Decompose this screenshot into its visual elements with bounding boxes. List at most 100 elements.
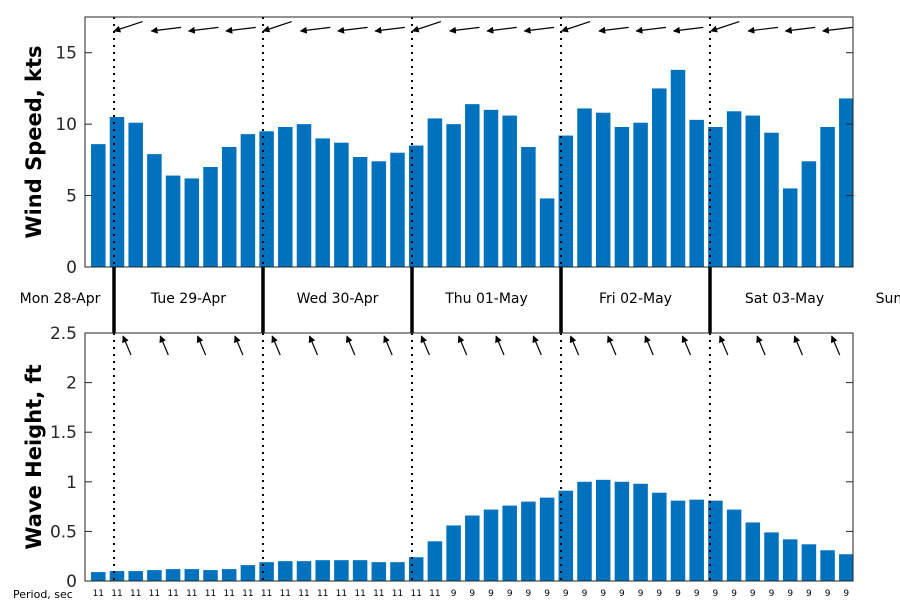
period-value-23: 9 (526, 589, 532, 599)
wave-arrow-15 (681, 335, 692, 356)
wave-bar-20 (465, 515, 480, 581)
wave-bar-19 (446, 525, 461, 581)
wave-bar-28 (614, 481, 630, 581)
wind-arrow-5 (299, 26, 331, 34)
wave-bar-9 (259, 562, 274, 581)
wind-bar-31 (670, 69, 686, 267)
wave-bar-5 (184, 569, 200, 581)
wind-bar-25 (558, 135, 574, 267)
wave-bar-6 (203, 570, 218, 581)
period-value-18: 11 (429, 589, 440, 599)
wind-arrow-13 (598, 26, 629, 34)
period-value-10: 11 (280, 589, 291, 599)
wind-arrow-18 (784, 26, 816, 34)
wind-bar-1 (109, 117, 125, 267)
wave-bar-23 (521, 501, 536, 581)
wave-arrow-13 (607, 335, 617, 356)
wave-bar-21 (483, 509, 499, 581)
wave-arrow-2 (196, 335, 207, 356)
wind-bar-33 (708, 127, 723, 267)
period-value-30: 9 (656, 589, 662, 599)
wind-y-axis-label: Wind Speed, kts (22, 45, 46, 238)
period-value-25: 9 (563, 589, 569, 599)
wave-bar-32 (689, 499, 704, 581)
wind-arrow-14 (635, 26, 667, 34)
wind-bar-40 (839, 98, 854, 268)
wind-y-ticks: 0 5 10 15 (55, 44, 853, 278)
wave-bar-7 (221, 569, 237, 581)
wave-arrow-9 (457, 335, 468, 356)
wind-arrow-4 (262, 21, 292, 33)
period-value-17: 11 (410, 589, 421, 599)
wind-bar-23 (521, 147, 536, 267)
period-value-27: 9 (600, 589, 606, 599)
wind-plot-frame (84, 16, 854, 268)
wind-bar-36 (764, 132, 779, 267)
period-value-20: 9 (469, 589, 475, 599)
wind-bar-27 (595, 112, 611, 268)
period-value-7: 11 (223, 589, 234, 599)
wave-bar-37 (782, 539, 798, 581)
period-value-15: 11 (373, 589, 384, 599)
wave-bar-34 (726, 509, 742, 581)
wind-bar-6 (203, 167, 218, 267)
day-label-0: Mon 28-Apr (20, 291, 101, 307)
wind-arrow-2 (187, 26, 219, 34)
wind-bar-30 (652, 88, 667, 268)
period-value-21: 9 (488, 589, 494, 599)
wind-bar-16 (390, 152, 405, 267)
wind-bar-39 (820, 127, 835, 267)
period-value-4: 11 (167, 589, 178, 599)
period-value-1: 11 (111, 589, 122, 599)
wind-ytick-label-2: 10 (55, 115, 77, 135)
period-value-14: 11 (354, 589, 365, 599)
period-value-28: 9 (619, 589, 625, 599)
day-label-1: Tue 29-Apr (150, 291, 226, 307)
wind-direction-arrows (113, 21, 853, 34)
wave-bar-11 (296, 561, 312, 581)
day-label-4: Fri 02-May (599, 291, 672, 307)
wave-bar-38 (801, 544, 817, 581)
period-value-8: 11 (242, 589, 253, 599)
day-label-5: Sat 03-May (745, 291, 824, 307)
wave-arrow-6 (346, 335, 356, 356)
wind-bar-15 (371, 161, 387, 267)
wave-bar-4 (165, 569, 181, 581)
wind-bar-0 (91, 144, 106, 267)
wind-bar-38 (801, 161, 817, 267)
wind-bar-5 (184, 178, 200, 267)
wave-bars (91, 479, 854, 581)
wave-bar-0 (91, 572, 106, 581)
wind-bar-24 (539, 198, 555, 267)
wave-arrow-16 (719, 335, 729, 356)
period-value-19: 9 (451, 589, 457, 599)
wave-ytick-label-5: 2.5 (50, 324, 77, 344)
wave-bar-22 (502, 505, 517, 581)
wave-ytick-label-3: 1.5 (50, 423, 77, 443)
wind-arrow-6 (337, 26, 368, 34)
wind-bar-8 (240, 134, 256, 267)
wind-arrow-1 (150, 26, 182, 34)
period-value-37: 9 (787, 589, 793, 599)
wind-bar-9 (259, 131, 274, 267)
period-value-16: 11 (392, 589, 403, 599)
wind-arrow-12 (560, 21, 591, 33)
wind-arrow-3 (225, 26, 256, 34)
period-row: 11 11 11 11 11 11 11 11 11 11 11 11 11 11 11 11 11 11 11 9 9… (93, 589, 850, 599)
wind-bar-3 (147, 154, 162, 267)
wave-y-axis-label: Wave Height, ft (22, 364, 46, 549)
wave-arrow-0 (122, 335, 132, 356)
wind-arrow-19 (822, 26, 853, 34)
day-label-6: Sun (876, 291, 900, 307)
wave-bar-2 (128, 571, 143, 581)
wind-arrow-17 (747, 26, 778, 34)
period-label: Period, sec (13, 588, 73, 600)
wind-speed-panel: 0 5 10 15 Wind Speed, kts (22, 16, 854, 278)
period-value-3: 11 (149, 589, 160, 599)
wave-bar-33 (708, 500, 723, 581)
wave-arrow-18 (793, 335, 803, 356)
wave-bar-31 (670, 500, 686, 581)
period-value-38: 9 (806, 589, 812, 599)
period-value-22: 9 (507, 589, 513, 599)
